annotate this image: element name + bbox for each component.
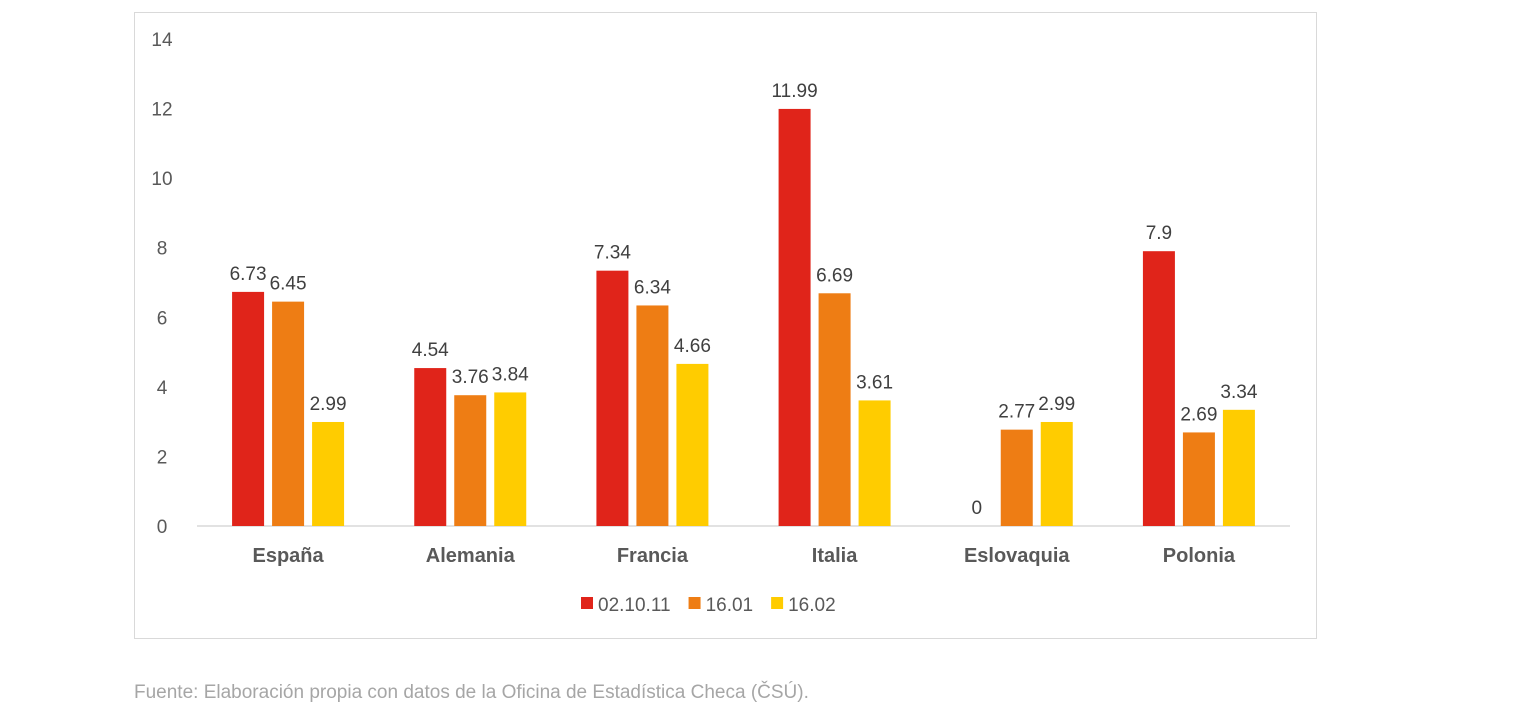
bar (494, 392, 527, 526)
x-category-label: Francia (617, 545, 689, 567)
data-label: 7.34 (594, 243, 631, 264)
data-label: 2.69 (1180, 404, 1217, 425)
bar (596, 270, 629, 526)
bar (272, 301, 305, 526)
bar (1040, 421, 1073, 526)
data-label: 6.45 (270, 274, 307, 295)
bar (454, 395, 487, 526)
chart-frame (134, 12, 1317, 639)
bar (778, 108, 811, 527)
y-tick-label: 2 (157, 447, 168, 468)
bar (636, 305, 669, 526)
legend-label: 16.01 (706, 595, 754, 616)
data-label: 3.61 (856, 372, 893, 393)
data-label: 4.54 (412, 340, 449, 361)
y-tick-label: 0 (157, 517, 168, 538)
data-label: 7.9 (1146, 223, 1172, 244)
y-tick-label: 10 (151, 169, 172, 190)
x-category-label: Italia (812, 545, 858, 567)
bar (232, 291, 265, 526)
data-label: 6.73 (230, 264, 267, 285)
bar (414, 368, 447, 526)
x-category-label: Alemania (426, 545, 516, 567)
bar (1000, 429, 1033, 526)
legend-swatch (581, 597, 593, 609)
legend-label: 16.02 (788, 595, 836, 616)
x-category-label: Eslovaquia (964, 545, 1070, 567)
y-tick-label: 8 (157, 239, 168, 260)
x-category-label: Polonia (1163, 545, 1236, 567)
bar (818, 293, 851, 526)
data-label: 0 (971, 498, 982, 519)
data-label: 3.34 (1220, 382, 1257, 403)
data-label: 2.77 (998, 402, 1035, 423)
bar (312, 421, 345, 526)
y-tick-label: 14 (151, 30, 173, 51)
bar (1182, 432, 1215, 526)
bar (676, 363, 709, 526)
y-tick-label: 12 (151, 100, 172, 121)
data-label: 3.84 (492, 364, 529, 385)
data-label: 2.99 (310, 394, 347, 415)
y-tick-label: 4 (157, 378, 168, 399)
data-label: 2.99 (1038, 394, 1075, 415)
data-label: 11.99 (772, 81, 818, 102)
data-label: 6.34 (634, 277, 671, 298)
bar (1142, 251, 1175, 526)
legend-swatch (688, 597, 701, 609)
data-label: 3.76 (452, 367, 489, 388)
y-tick-label: 6 (157, 308, 168, 329)
bar (1222, 409, 1255, 526)
source-note: Fuente: Elaboración propia con datos de … (134, 682, 809, 703)
x-category-label: España (253, 545, 325, 567)
bar (858, 400, 891, 526)
legend-swatch (771, 597, 784, 609)
legend-label: 02.10.11 (598, 595, 671, 616)
data-label: 4.66 (674, 336, 711, 357)
data-label: 6.69 (816, 265, 853, 286)
